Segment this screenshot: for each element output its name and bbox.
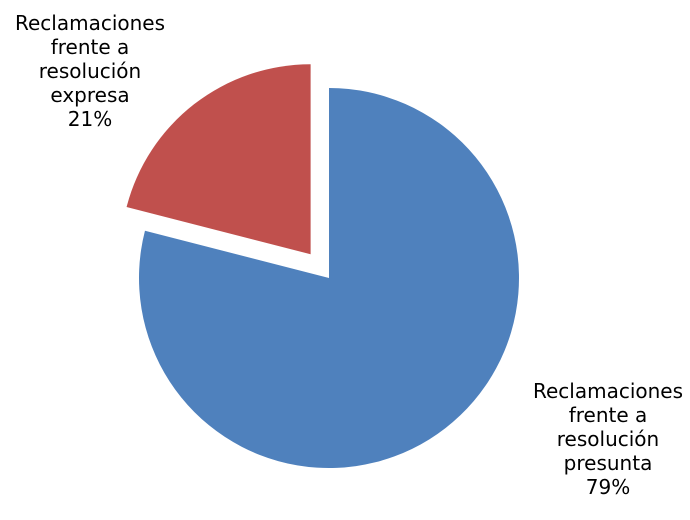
pie-slice-presunta <box>138 88 519 468</box>
pie-slice-expresa <box>126 64 311 255</box>
slice-label-line: presunta <box>564 451 653 475</box>
slice-label-line: expresa <box>50 83 129 107</box>
slice-label-line: Reclamaciones <box>15 11 165 35</box>
slice-label-line: resolución <box>557 427 659 451</box>
slice-percent: 79% <box>586 475 630 499</box>
slice-label-expresa: Reclamaciones frente a resolución expresa 21… <box>15 11 165 131</box>
pie-slices <box>126 64 519 468</box>
slice-label-line: Reclamaciones <box>533 379 683 403</box>
slice-label-line: frente a <box>569 403 648 427</box>
slice-percent: 21% <box>68 107 112 131</box>
slice-label-presunta: Reclamaciones frente a resolución presunta 7… <box>533 379 683 499</box>
slice-label-line: resolución <box>39 59 141 83</box>
slice-label-line: frente a <box>51 35 130 59</box>
pie-labels: Reclamaciones frente a resolución presunta 7… <box>15 11 683 499</box>
